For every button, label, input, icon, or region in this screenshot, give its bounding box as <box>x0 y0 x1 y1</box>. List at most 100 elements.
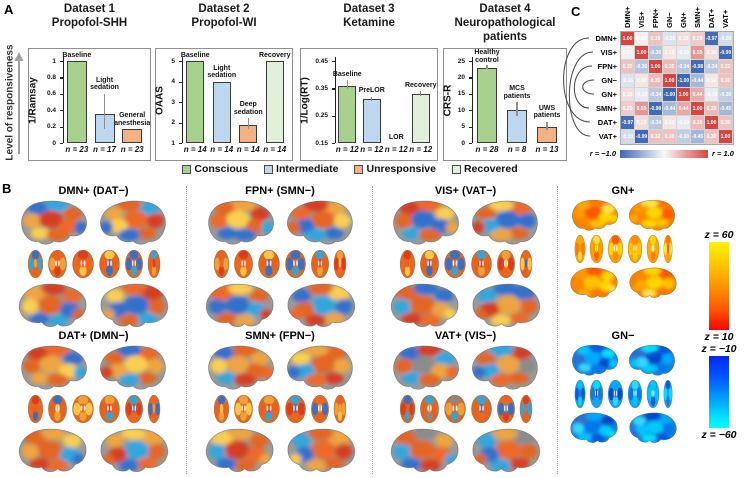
matrix-cell: 0.55 <box>691 46 705 60</box>
matrix-col-label: DMN+ <box>623 6 632 28</box>
y-tick-label: 0 <box>461 139 465 147</box>
y-tick-label: 1 <box>52 57 56 65</box>
brain-group-title: SMN+ (FPN−) <box>245 330 315 342</box>
column-separator <box>557 186 558 474</box>
y-tick-label: 5 <box>171 57 175 65</box>
y-tick-label: 3 <box>171 98 175 106</box>
axial-slice <box>333 249 347 279</box>
column-separator <box>186 186 187 474</box>
y-tick-mark <box>468 110 472 112</box>
legend-item: Unresponsive <box>354 163 436 175</box>
bar-intermediate <box>212 81 231 143</box>
panel-c-label: C <box>571 4 581 19</box>
axial-slice <box>443 394 466 424</box>
y-tick-label: 0.8 <box>46 73 56 81</box>
matrix-cell: 0.35 <box>649 74 663 88</box>
medial-views-row <box>566 265 681 302</box>
axial-slice <box>574 234 585 264</box>
medial-brain-right <box>628 412 677 443</box>
axial-slice <box>333 394 347 424</box>
chart-title-line: Dataset 3 <box>343 3 395 15</box>
y-tick-mark <box>178 122 182 124</box>
medial-brain-left <box>390 283 459 328</box>
y-tick-mark <box>59 110 63 112</box>
axial-slice <box>213 249 230 279</box>
axial-slice <box>589 234 603 264</box>
matrix-cell: 0.10 <box>663 116 677 130</box>
matrix-cell: 0.44 <box>677 102 691 116</box>
matrix-cell: 0.35 <box>705 102 719 116</box>
lateral-brain-right <box>286 200 353 245</box>
legend-label: Recovered <box>463 163 518 175</box>
matrix-column-labels: DMN+ VIS+ FPN+ GN− GN+ SMN+ DAT+ VAT+ <box>623 6 730 28</box>
bar-chart-dataset-4: Dataset 4 Neuropathological patients CRS-R 0… <box>443 0 567 161</box>
matrix-cell: -0.36 <box>649 46 663 60</box>
matrix-cell: 1.00 <box>719 130 733 144</box>
axial-slice <box>607 234 623 264</box>
y-tick-mark <box>468 77 472 79</box>
matrix-row-label: GN− <box>601 75 617 85</box>
medial-brain-right <box>287 283 355 328</box>
axial-slice <box>519 394 532 424</box>
medial-brain-left <box>18 428 87 473</box>
chart-plot-box: 1/Log(RT) 0.15 0.25 0.35 0.45 Baseline n = 12 P… <box>300 48 438 161</box>
medial-views-row <box>200 280 361 333</box>
legend-item: Recovered <box>451 163 518 175</box>
n-label: n = 14 <box>183 145 207 154</box>
bar-label-line: Light <box>95 76 114 84</box>
r-colorbar <box>620 150 708 158</box>
condition-legend: Conscious Intermediate Unresponsive Recover… <box>130 162 570 176</box>
r-colorbar-min-label: r = −1.0 <box>589 149 616 158</box>
bar-recovered <box>265 61 284 143</box>
lateral-views-row <box>17 343 170 393</box>
chart-title: Dataset 1 Propofol-SHH <box>28 2 151 30</box>
y-tick-label: 10 <box>457 106 465 114</box>
column-separator <box>372 186 373 474</box>
n-label: n = 14 <box>210 145 234 154</box>
bar-label-line: Baseline <box>62 51 92 59</box>
axial-slice <box>589 379 603 409</box>
lateral-views-row <box>17 198 170 248</box>
bar-label-line: anesthesia <box>114 119 151 127</box>
brain-group: FPN+ (SMN−) <box>187 185 373 333</box>
brain-group: DAT+ (DMN−) <box>0 330 187 478</box>
y-tick-mark <box>178 81 182 83</box>
axial-slice <box>285 249 306 279</box>
matrix-cell: -0.45 <box>691 130 705 144</box>
bar-conscious <box>66 61 87 143</box>
chart-title-line: Neuropathological <box>454 17 556 29</box>
brain-group: GN− <box>558 330 688 447</box>
matrix-row-label: SMN+ <box>595 103 617 113</box>
n-label: n = 12 <box>384 145 408 154</box>
y-tick-label: 0.2 <box>46 123 56 131</box>
matrix-cell: 0.32 <box>649 130 663 144</box>
medial-brain-left <box>390 428 459 473</box>
bar-label-line: Recovery <box>258 51 291 59</box>
y-tick-label: 5 <box>461 123 465 131</box>
axial-slice <box>607 379 623 409</box>
axial-slice <box>470 394 492 424</box>
matrix-cell: 1.00 <box>649 60 663 74</box>
z-colorbar-hot <box>709 242 729 330</box>
correlation-matrix: 1.00 0.05 0.30 -0.15 0.15 0.25 -0.97 -0.20 0.05 1… <box>620 31 734 145</box>
chart-title: Dataset 2 Propofol-WI <box>155 2 293 30</box>
y-axis-line <box>335 57 337 143</box>
matrix-cell: 1.00 <box>621 32 635 46</box>
brain-group-title: GN+ <box>611 185 635 197</box>
axial-slice <box>71 249 94 279</box>
y-tick-mark <box>331 88 335 90</box>
axial-slice <box>124 249 143 279</box>
n-label: n = 12 <box>335 145 359 154</box>
brain-group: VAT+ (VIS−) <box>373 330 558 478</box>
axial-slice <box>470 249 492 279</box>
y-axis-label: CRS-R <box>442 84 454 117</box>
error-bar <box>486 64 488 70</box>
z-colorbar-hot-top-label: z = 60 <box>704 229 734 241</box>
matrix-cell: -0.36 <box>635 60 649 74</box>
axial-slice <box>71 394 94 424</box>
y-tick-mark <box>178 61 182 63</box>
axial-slice <box>399 394 415 424</box>
matrix-cell: 0.32 <box>719 60 733 74</box>
matrix-cell: -0.10 <box>677 116 691 130</box>
